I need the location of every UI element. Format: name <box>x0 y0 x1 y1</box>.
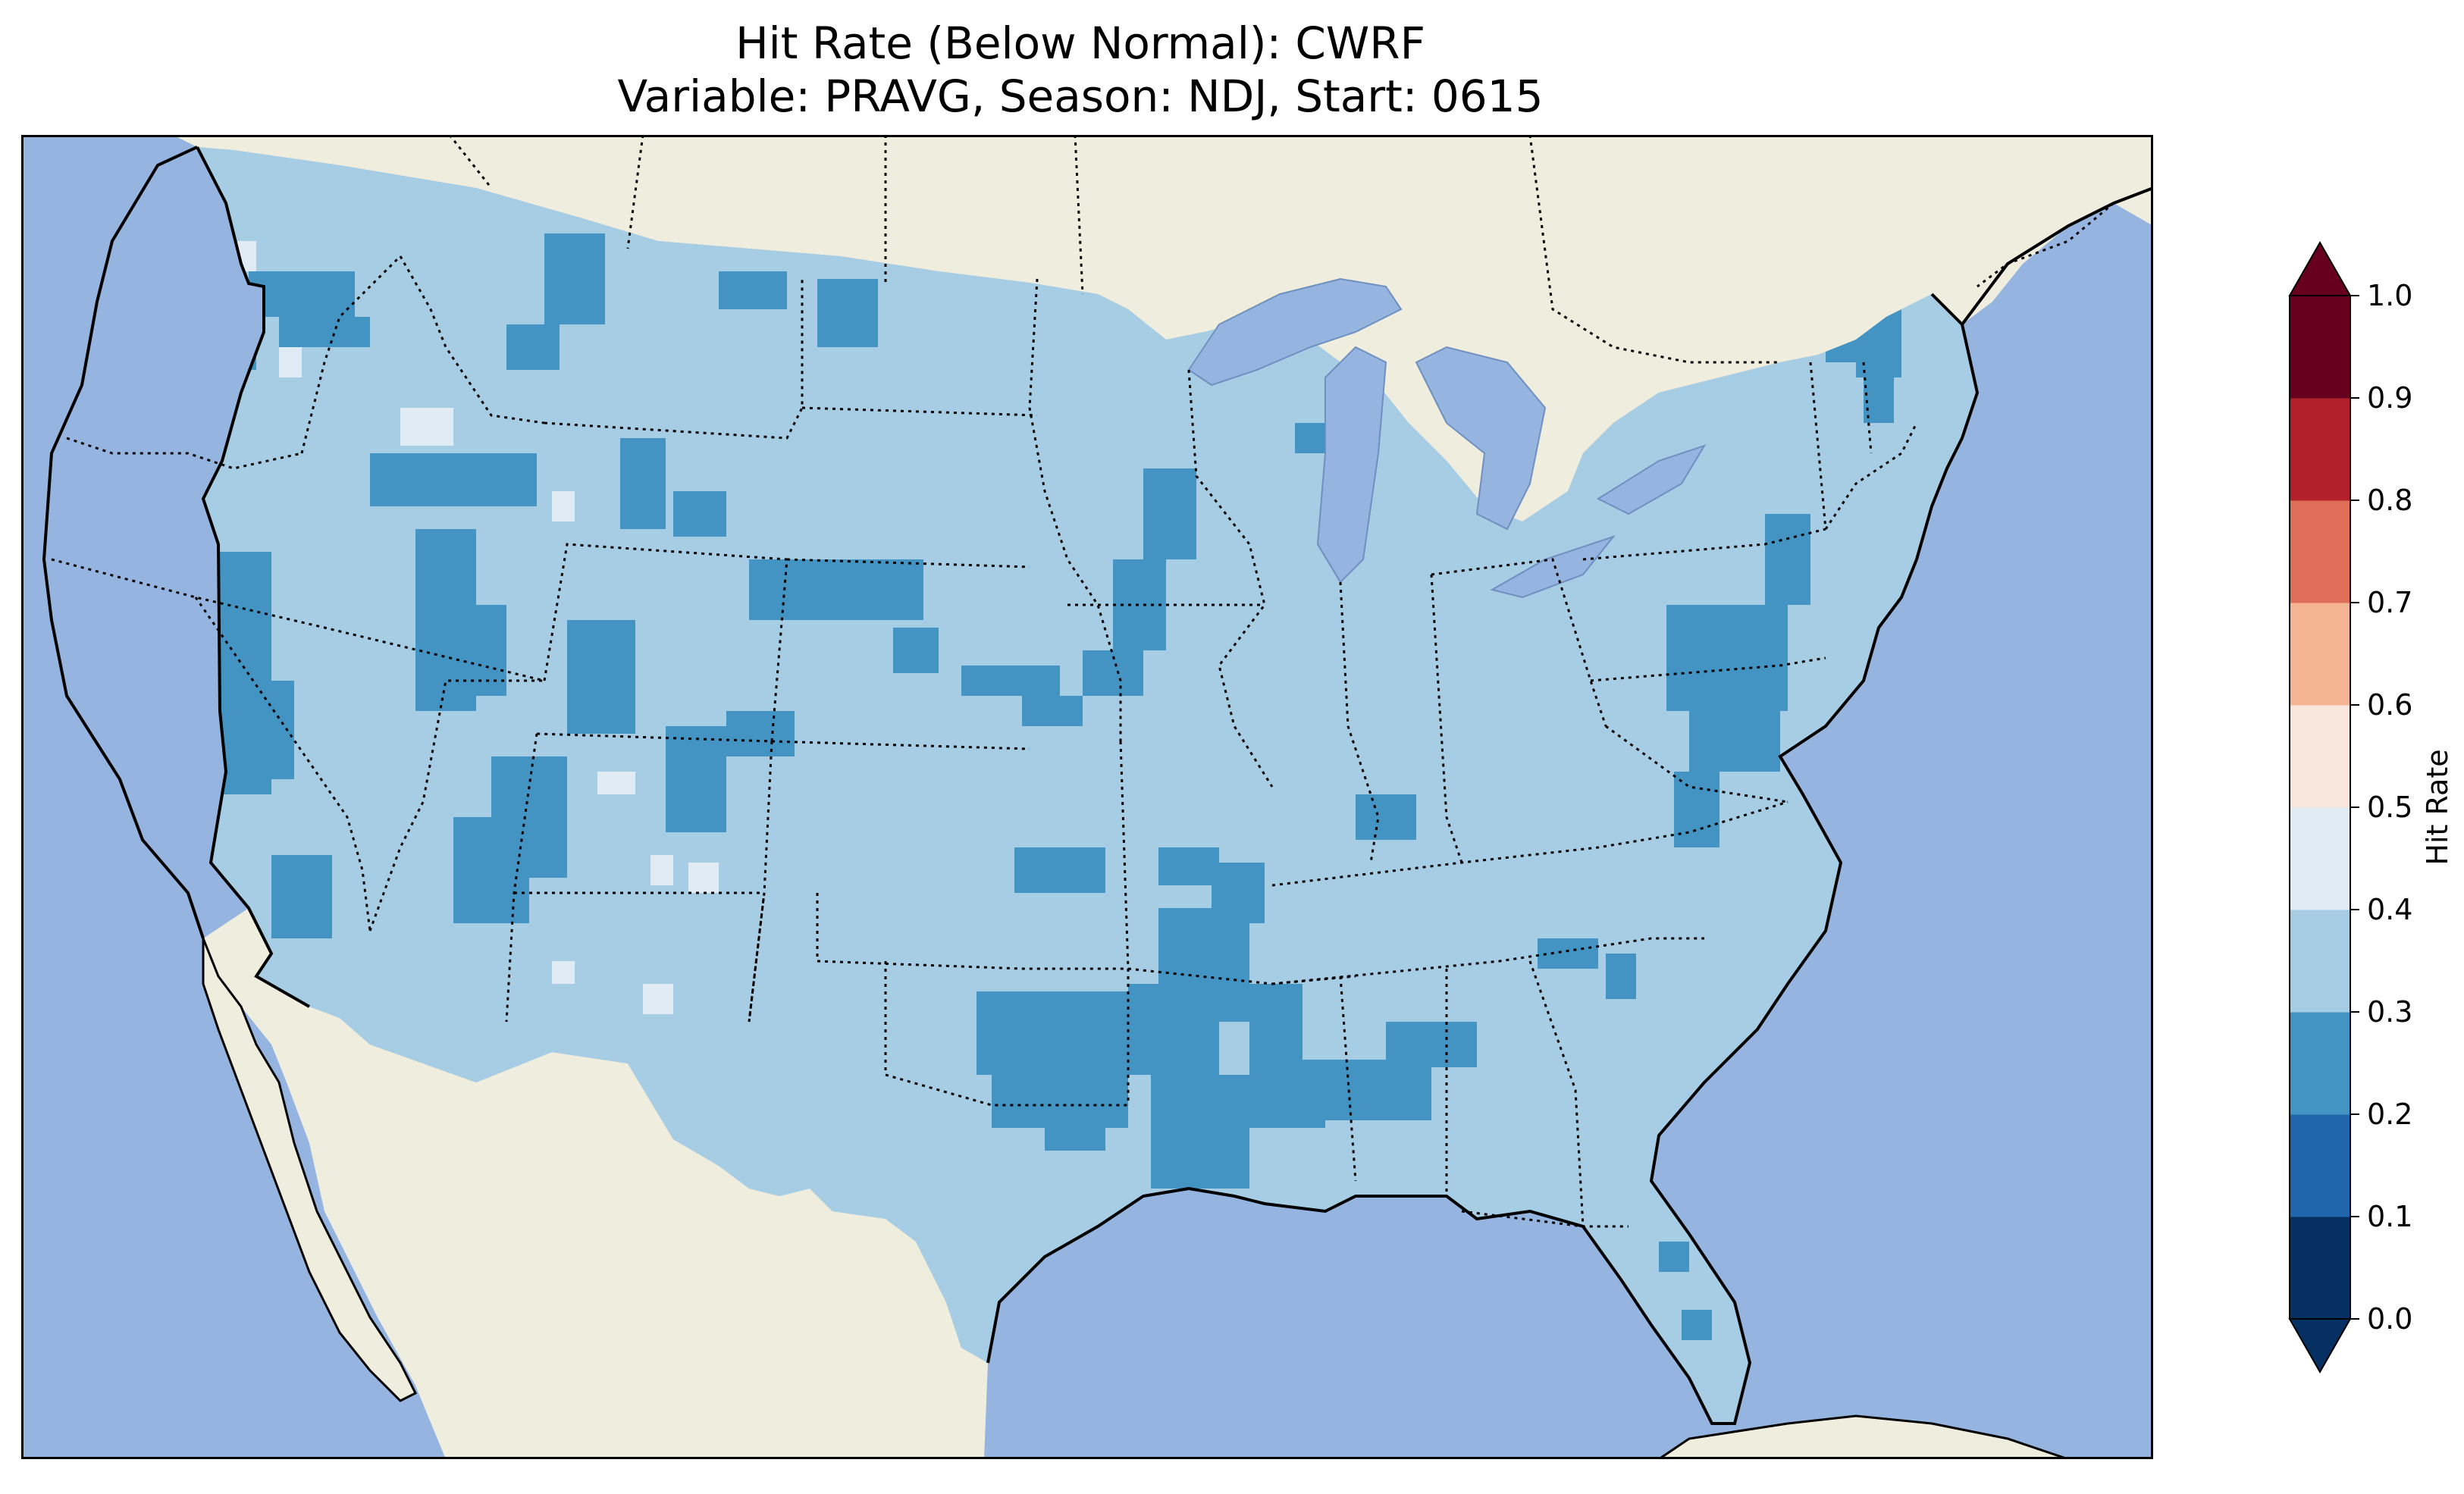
cuba <box>1657 1414 2069 1459</box>
colorbar-bin <box>2290 296 2350 399</box>
colorbar-extend-high <box>2288 240 2352 296</box>
colorbar-bin <box>2290 807 2350 910</box>
canada-land <box>173 135 2153 521</box>
colorbar-bin <box>2290 1012 2350 1115</box>
colorbar-bin <box>2290 1217 2350 1320</box>
baja-california <box>202 938 418 1402</box>
map-title-line-2: Variable: PRAVG, Season: NDJ, Start: 061… <box>617 70 1544 122</box>
colorbar-tick-label: 0.5 <box>2367 791 2412 824</box>
colorbar-tick-label: 0.8 <box>2367 484 2412 517</box>
colorbar-bin <box>2290 398 2350 501</box>
map-frame <box>21 135 2153 1459</box>
colorbar-bin <box>2290 1114 2350 1217</box>
colorbar-tick-label: 0.4 <box>2367 893 2412 926</box>
provincial-boundaries <box>448 135 2114 364</box>
coastlines <box>42 146 2153 1425</box>
great-lakes <box>1187 277 1707 599</box>
colorbar-ticks: 0.0 0.1 0.2 0.3 0.4 0.5 0.6 0.7 0.8 0.9 1.0 <box>2350 279 2412 1336</box>
colorbar-label: Hit Rate <box>2421 749 2454 865</box>
colorbar-tick-label: 0.3 <box>2367 995 2412 1029</box>
colorbar-bin <box>2290 603 2350 706</box>
map-title-line-1: Hit Rate (Below Normal): CWRF <box>735 17 1425 69</box>
colorbar-bin <box>2290 705 2350 808</box>
colorbar-bin <box>2290 910 2350 1013</box>
colorbar-tick-label: 0.6 <box>2367 688 2412 722</box>
colorbar-tick-label: 0.1 <box>2367 1200 2412 1233</box>
colorbar-tick-label: 0.0 <box>2367 1302 2412 1336</box>
colorbar-tick-label: 1.0 <box>2367 279 2412 312</box>
colorbar-tick-label: 0.9 <box>2367 381 2412 415</box>
colorbar-bins <box>2290 296 2350 1320</box>
colorbar-tick-label: 0.2 <box>2367 1098 2412 1131</box>
colorbar-extend-low <box>2288 1318 2352 1374</box>
colorbar: 0.0 0.1 0.2 0.3 0.4 0.5 0.6 0.7 0.8 0.9 1.0 Hit Ra… <box>2288 240 2454 1374</box>
state-boundaries <box>51 255 1918 1228</box>
colorbar-tick-label: 0.7 <box>2367 586 2412 619</box>
map-panel <box>21 135 2153 1459</box>
mexico-land <box>203 908 988 1459</box>
colorbar-bin <box>2290 500 2350 603</box>
